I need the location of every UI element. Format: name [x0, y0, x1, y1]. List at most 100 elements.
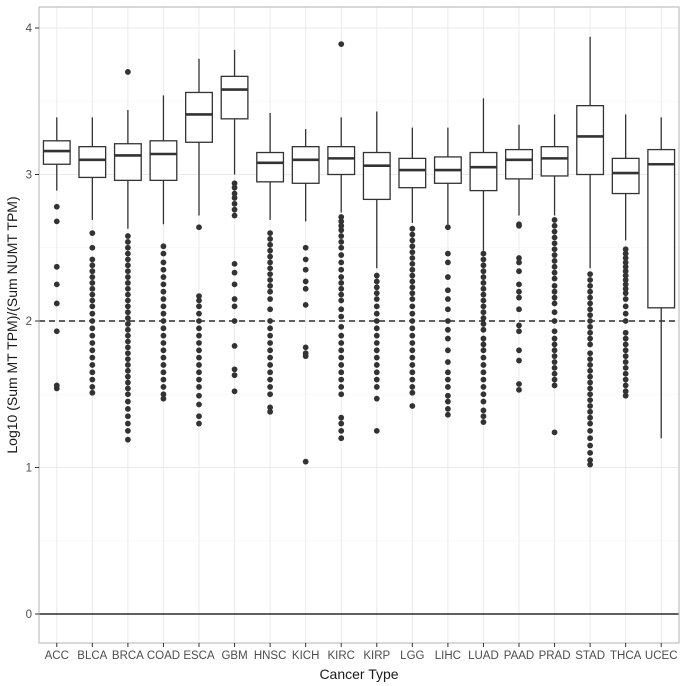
x-tick-label: LIHC — [435, 650, 461, 662]
outlier-point — [444, 326, 451, 333]
outlier-point — [551, 228, 558, 235]
outlier-point — [480, 291, 487, 298]
outlier-point — [196, 303, 202, 310]
outlier-point — [267, 340, 274, 346]
outlier-point — [587, 435, 594, 442]
outlier-point — [516, 306, 522, 313]
outlier-point — [622, 364, 629, 371]
box-kich — [291, 129, 320, 465]
outlier-point — [124, 285, 131, 292]
outlier-point — [373, 369, 380, 376]
outlier-point — [587, 403, 594, 409]
outlier-point — [373, 376, 380, 383]
outlier-point — [622, 310, 629, 317]
panel-border — [38, 6, 680, 644]
outlier-point — [551, 341, 558, 348]
outlier-point — [444, 318, 451, 324]
outlier-point — [124, 315, 131, 321]
outlier-point — [89, 354, 96, 361]
outlier-point — [480, 335, 487, 342]
outlier-point — [302, 301, 309, 308]
outlier-point — [89, 325, 96, 332]
box-esca — [185, 58, 213, 427]
outlier-point — [124, 332, 131, 339]
outlier-point — [409, 303, 416, 310]
outlier-point — [622, 290, 629, 297]
outlier-point — [338, 280, 345, 286]
outlier-point — [444, 259, 451, 266]
outlier-point — [480, 285, 487, 292]
outlier-point — [124, 244, 131, 251]
y-tick-label: 0 — [26, 609, 32, 621]
outlier-point — [124, 291, 131, 298]
outlier-point — [267, 332, 274, 339]
iqr-box — [149, 140, 178, 182]
outlier-point — [587, 362, 594, 368]
outlier-point — [124, 250, 131, 257]
outlier-point — [302, 266, 309, 273]
outlier-point — [231, 212, 238, 219]
outlier-point — [338, 435, 345, 442]
outlier-point — [409, 237, 416, 244]
outlier-point — [409, 389, 416, 396]
box-ucec — [647, 117, 676, 439]
outlier-point — [124, 321, 131, 327]
outlier-point — [587, 323, 594, 330]
outlier-point — [373, 340, 380, 346]
outlier-point — [622, 376, 629, 383]
outlier-point — [373, 362, 380, 368]
outlier-point — [622, 263, 629, 270]
y-tick-label: 2 — [26, 316, 32, 328]
outlier-point — [267, 376, 274, 383]
box-lgg — [398, 127, 427, 409]
outlier-point — [338, 41, 345, 48]
box-series — [42, 36, 676, 468]
outlier-point — [480, 280, 487, 286]
outlier-point — [231, 343, 238, 349]
x-tick-label: KIRP — [363, 650, 390, 662]
y-axis-title: Log10 (Sum MT TPM)/(Sum NUMT TPM) — [4, 196, 20, 453]
outlier-point — [587, 318, 594, 324]
outlier-point — [516, 322, 522, 329]
outlier-point — [53, 328, 60, 335]
outlier-point — [551, 353, 558, 360]
outlier-point — [302, 278, 309, 285]
outlier-point — [444, 296, 451, 302]
outlier-point — [622, 277, 629, 283]
outlier-point — [516, 386, 522, 393]
outlier-point — [267, 404, 274, 411]
outlier-point — [551, 222, 558, 229]
outlier-point — [124, 420, 131, 427]
outlier-point — [409, 231, 416, 238]
box-luad — [469, 98, 498, 425]
outlier-point — [444, 369, 451, 376]
outlier-point — [587, 379, 594, 386]
outlier-point — [124, 362, 131, 368]
outlier-point — [338, 244, 345, 251]
outlier-point — [196, 420, 202, 427]
outlier-point — [551, 370, 558, 377]
outlier-point — [587, 449, 594, 456]
outlier-point — [160, 318, 167, 324]
outlier-point — [89, 384, 96, 390]
outlier-point — [622, 382, 629, 389]
outlier-point — [480, 256, 487, 263]
outlier-point — [444, 376, 451, 383]
outlier-point — [516, 381, 522, 387]
iqr-box — [398, 157, 427, 189]
x-tick-label: KIRC — [327, 650, 354, 662]
outlier-point — [231, 180, 238, 187]
iqr-box — [647, 148, 676, 309]
outlier-point — [587, 414, 594, 421]
outlier-point — [587, 282, 594, 289]
outlier-point — [516, 255, 522, 261]
outlier-point — [409, 347, 416, 354]
outlier-point — [480, 362, 487, 368]
outlier-point — [551, 347, 558, 354]
outlier-point — [409, 332, 416, 339]
outlier-point — [338, 391, 345, 398]
outlier-point — [53, 218, 60, 225]
outlier-point — [480, 369, 487, 376]
outlier-point — [338, 332, 345, 339]
outlier-point — [444, 287, 451, 294]
